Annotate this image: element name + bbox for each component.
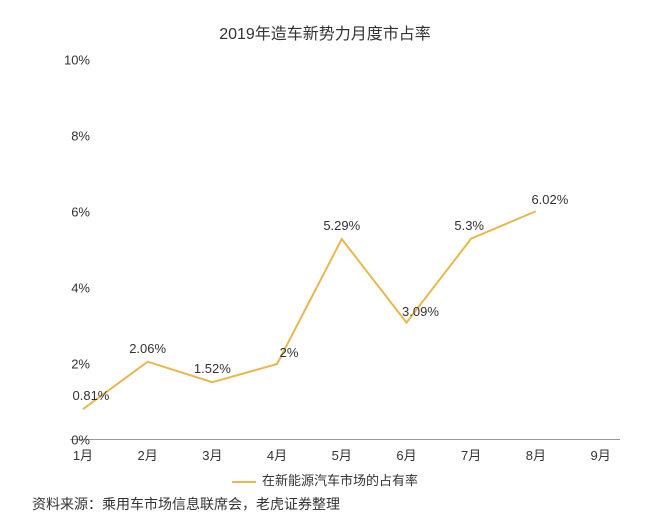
y-tick-label: 8%: [30, 129, 90, 144]
y-tick-label: 10%: [30, 53, 90, 68]
legend: 在新能源汽车市场的占有率: [0, 470, 650, 489]
data-point-label: 5.3%: [454, 218, 484, 233]
source-text: 资料来源：乘用车市场信息联席会，老虎证券整理: [32, 494, 340, 514]
x-tick-label: 3月: [202, 445, 222, 464]
data-point-label: 2.06%: [129, 341, 166, 356]
x-tick-label: 5月: [332, 445, 352, 464]
plot-area: [70, 60, 620, 440]
x-tick-label: 6月: [396, 445, 416, 464]
chart-title: 2019年造车新势力月度市占率: [0, 20, 650, 44]
x-tick-label: 4月: [267, 445, 287, 464]
x-tick-label: 2月: [138, 445, 158, 464]
x-tick-label: 8月: [526, 445, 546, 464]
data-point-label: 2%: [280, 345, 299, 360]
y-tick-label: 2%: [30, 357, 90, 372]
y-tick-label: 4%: [30, 281, 90, 296]
data-point-label: 3.09%: [402, 304, 439, 319]
x-tick-label: 7月: [461, 445, 481, 464]
data-point-label: 6.02%: [531, 192, 568, 207]
plot-svg: [70, 60, 620, 440]
data-point-label: 0.81%: [73, 388, 110, 403]
series-line: [83, 211, 536, 409]
x-tick-label: 9月: [590, 445, 610, 464]
legend-label: 在新能源汽车市场的占有率: [262, 473, 418, 488]
y-tick-label: 6%: [30, 205, 90, 220]
x-tick-label: 1月: [73, 445, 93, 464]
legend-swatch: [232, 481, 256, 483]
data-point-label: 5.29%: [323, 218, 360, 233]
chart-container: 2019年造车新势力月度市占率 0%2%4%6%8%10% 1月2月3月4月5月…: [0, 0, 650, 526]
data-point-label: 1.52%: [194, 361, 231, 376]
